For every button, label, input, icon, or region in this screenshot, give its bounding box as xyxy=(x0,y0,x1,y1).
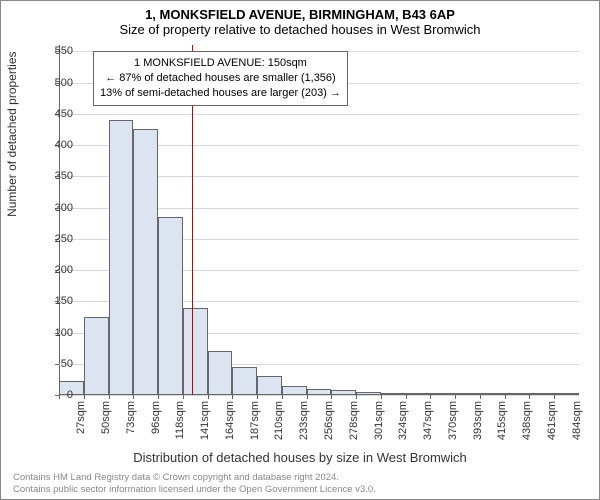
histogram-bar xyxy=(381,393,406,396)
histogram-bar xyxy=(505,393,530,395)
ytick-label: 200 xyxy=(37,264,73,276)
xtick-label: 256sqm xyxy=(323,401,335,440)
histogram-bar xyxy=(331,390,356,395)
xtick-label: 27sqm xyxy=(75,401,87,434)
ytick-label: 550 xyxy=(37,45,73,57)
ytick-label: 500 xyxy=(37,77,73,89)
histogram-bar xyxy=(554,393,579,395)
annotation-box: 1 MONKSFIELD AVENUE: 150sqm ← 87% of det… xyxy=(93,51,348,106)
xtick-label: 118sqm xyxy=(174,401,186,439)
histogram-bar xyxy=(208,351,233,395)
xtick-label: 96sqm xyxy=(150,401,162,434)
y-axis xyxy=(59,45,60,395)
y-axis-label: Number of detached properties xyxy=(5,51,19,216)
histogram-bar xyxy=(356,392,381,395)
xtick-label: 393sqm xyxy=(472,401,484,440)
histogram-bar xyxy=(480,393,505,395)
xtick-label: 347sqm xyxy=(422,401,434,440)
xtick-label: 164sqm xyxy=(224,401,236,440)
histogram-bar xyxy=(282,386,307,395)
histogram-bar xyxy=(406,393,431,395)
histogram-bar xyxy=(84,317,109,395)
xtick-label: 50sqm xyxy=(100,401,112,434)
chart-area: 1 MONKSFIELD AVENUE: 150sqm ← 87% of det… xyxy=(59,45,579,395)
histogram-bar xyxy=(158,217,183,395)
xtick-label: 461sqm xyxy=(546,401,558,440)
annotation-line2: ← 87% of detached houses are smaller (1,… xyxy=(100,71,341,86)
histogram-bar xyxy=(133,129,158,395)
annotation-line3: 13% of semi-detached houses are larger (… xyxy=(100,86,341,101)
ytick-label: 350 xyxy=(37,170,73,182)
xtick-label: 370sqm xyxy=(447,401,459,440)
ytick-label: 50 xyxy=(37,358,73,370)
xtick-label: 210sqm xyxy=(273,401,285,440)
xtick-label: 278sqm xyxy=(348,401,360,440)
x-axis-label: Distribution of detached houses by size … xyxy=(1,450,599,465)
ytick-label: 250 xyxy=(37,233,73,245)
histogram-bar xyxy=(307,389,332,395)
xtick-label: 301sqm xyxy=(373,401,385,440)
xtick-label: 438sqm xyxy=(521,401,533,440)
histogram-bar xyxy=(183,308,208,396)
histogram-bar xyxy=(257,376,282,395)
xtick-label: 73sqm xyxy=(125,401,137,434)
title-sub: Size of property relative to detached ho… xyxy=(1,22,599,41)
xtick-label: 187sqm xyxy=(249,401,261,440)
xtick-label: 141sqm xyxy=(199,401,211,440)
xtick-label: 415sqm xyxy=(496,401,508,440)
footer-line2: Contains public sector information licen… xyxy=(13,484,376,495)
annotation-line1: 1 MONKSFIELD AVENUE: 150sqm xyxy=(100,56,341,71)
ytick-label: 450 xyxy=(37,108,73,120)
ytick-label: 0 xyxy=(37,389,73,401)
ytick-label: 150 xyxy=(37,295,73,307)
histogram-bar xyxy=(430,393,455,395)
gridline xyxy=(59,114,579,115)
xtick-label: 484sqm xyxy=(571,401,583,440)
title-main: 1, MONKSFIELD AVENUE, BIRMINGHAM, B43 6A… xyxy=(1,1,599,22)
ytick-label: 100 xyxy=(37,327,73,339)
ytick-label: 300 xyxy=(37,202,73,214)
footer: Contains HM Land Registry data © Crown c… xyxy=(13,472,376,495)
histogram-bar xyxy=(455,393,480,395)
xtick-label: 324sqm xyxy=(397,401,409,440)
histogram-bar xyxy=(529,393,554,395)
gridline xyxy=(59,395,579,396)
xtick-label: 233sqm xyxy=(298,401,310,440)
footer-line1: Contains HM Land Registry data © Crown c… xyxy=(13,472,376,483)
ytick-label: 400 xyxy=(37,139,73,151)
histogram-bar xyxy=(232,367,257,395)
histogram-bar xyxy=(109,120,134,395)
